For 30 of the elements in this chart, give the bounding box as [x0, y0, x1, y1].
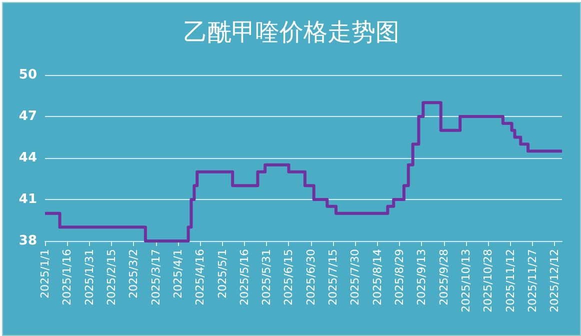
x-tick-label: 2025/8/14 [370, 249, 384, 306]
x-tick-label: 2025/11/27 [526, 249, 539, 312]
y-tick-label: 50 [18, 68, 37, 82]
y-tick-label: 41 [18, 192, 37, 207]
x-tick-label: 2025/5/1 [216, 249, 229, 298]
x-tick-label: 2025/9/28 [437, 249, 450, 306]
x-tick-label: 2025/6/15 [282, 249, 296, 306]
x-tick-label: 2025/6/30 [304, 249, 318, 306]
x-tick-label: 2025/11/12 [504, 249, 517, 312]
x-tick-label: 2025/1/1 [38, 249, 52, 298]
x-tick-label: 2025/7/15 [326, 249, 340, 306]
x-tick-label: 2025/3/2 [127, 249, 140, 298]
x-tick-label: 2025/8/29 [393, 249, 406, 306]
x-tick-label: 2025/7/30 [348, 249, 362, 306]
y-tick-label: 38 [18, 234, 37, 248]
x-tick-label: 2025/9/13 [415, 249, 428, 306]
x-tick-label: 2025/10/28 [482, 249, 495, 312]
chart-title: 乙酰甲喹价格走势图 [184, 18, 400, 46]
x-tick-label: 2025/5/31 [260, 249, 274, 306]
x-tick-label: 2025/3/17 [149, 249, 162, 306]
y-tick-label: 47 [18, 109, 37, 124]
y-tick-label: 44 [18, 150, 37, 166]
x-tick-label: 2025/4/16 [194, 249, 207, 306]
x-tick-label: 2025/10/13 [459, 249, 472, 312]
x-tick-label: 2025/1/31 [82, 249, 96, 306]
x-tick-label: 2025/2/15 [104, 249, 118, 306]
x-tick-label: 2025/4/1 [171, 249, 184, 298]
x-tick-label: 2025/1/16 [60, 249, 74, 306]
x-tick-label: 2025/12/12 [548, 249, 562, 312]
x-tick-label: 2025/5/16 [238, 249, 251, 306]
